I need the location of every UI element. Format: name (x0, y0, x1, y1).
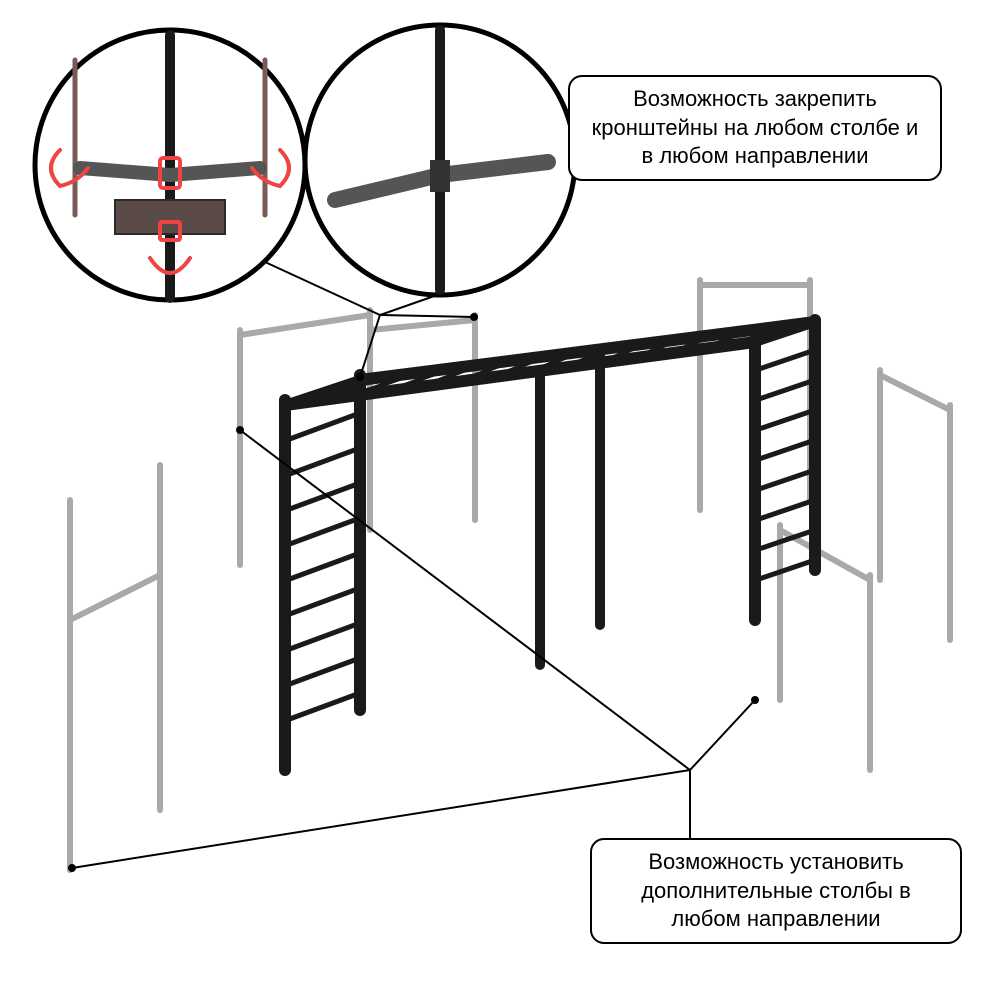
diagram-canvas: Возможность закрепить кронштейны на любо… (0, 0, 1000, 1000)
detail-circle-right (305, 25, 575, 295)
callout-top: Возможность закрепить кронштейны на любо… (568, 75, 942, 181)
detail-circle-left (35, 30, 305, 300)
callout-bottom: Возможность установить дополнительные ст… (590, 838, 962, 944)
main-structure (285, 320, 815, 770)
callout-bottom-text: Возможность установить дополнительные ст… (606, 848, 946, 934)
callout-top-text: Возможность закрепить кронштейны на любо… (584, 85, 926, 171)
